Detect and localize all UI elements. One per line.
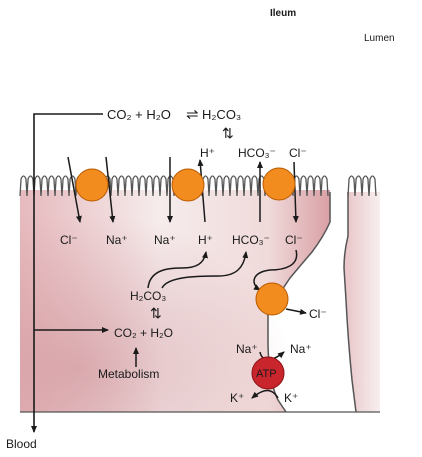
cell-co2-h2o: CO₂ + H₂O xyxy=(114,326,173,340)
lumen-h-ion: H⁺ xyxy=(200,146,215,160)
top-equation-right: H₂CO₃ xyxy=(202,107,241,122)
pump-k-arrow xyxy=(251,389,279,399)
cell-h2co3: H₂CO₃ xyxy=(130,289,166,303)
transporter-1 xyxy=(75,168,109,202)
cl-to-channel-arrow xyxy=(253,249,298,291)
title-ileum: Ileum xyxy=(270,8,296,19)
metabolism-label: Metabolism xyxy=(98,367,159,381)
blood-line xyxy=(31,113,103,433)
lumen-cl-ion: Cl⁻ xyxy=(289,146,307,160)
cell-cl-ion-2: Cl⁻ xyxy=(285,233,303,247)
microvillus-outline xyxy=(347,175,377,197)
pump-na-out: Na⁺ xyxy=(290,342,312,356)
cell-hco3-ion: HCO₃⁻ xyxy=(232,233,270,247)
transporter-3 xyxy=(262,167,296,201)
t1-na-arrow xyxy=(105,156,116,223)
na-k-atpase xyxy=(251,356,285,390)
t3-cl-arrow xyxy=(292,161,299,223)
cell-dissociation-arrow: ⇅ xyxy=(150,305,162,321)
transporter-2 xyxy=(171,168,205,202)
lumen-label: Lumen xyxy=(364,33,395,44)
blood-label: Blood xyxy=(6,437,37,451)
neighbor-brush-border xyxy=(347,175,377,197)
h2co3-to-h-arrow xyxy=(147,251,208,289)
top-equilibrium-arrow: ⇌ xyxy=(186,106,199,123)
lumen-hco3-ion: HCO₃⁻ xyxy=(238,146,276,160)
cell-h-ion: H⁺ xyxy=(198,233,213,247)
cl-channel xyxy=(255,282,289,316)
neighbor-cell xyxy=(344,192,380,412)
cell-na-ion-1: Na⁺ xyxy=(106,233,128,247)
pump-k-out: K⁺ xyxy=(284,391,298,405)
top-dissociation-arrow: ⇅ xyxy=(222,125,234,141)
pump-na-in: Na⁺ xyxy=(236,342,258,356)
pump-atp-label: ATP xyxy=(256,368,277,380)
cell-na-ion-2: Na⁺ xyxy=(154,233,176,247)
neighbor-membrane xyxy=(343,192,357,413)
cell-cl-ion-1: Cl⁻ xyxy=(60,233,78,247)
basolateral-cl-arrow xyxy=(285,308,307,315)
h2co3-to-hco3-arrow xyxy=(161,251,249,289)
t1-cl-arrow xyxy=(67,156,82,223)
pump-k-in: K⁺ xyxy=(230,391,244,405)
basolateral-cl-ion: Cl⁻ xyxy=(309,307,327,321)
top-equation-left: CO₂ + H₂O xyxy=(107,107,171,122)
